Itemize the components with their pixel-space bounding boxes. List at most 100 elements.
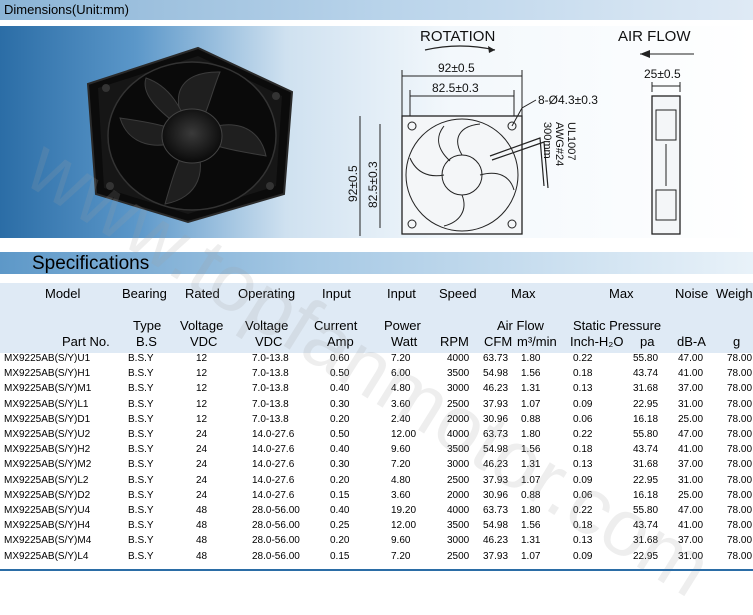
spec-cell: 55.80 [633, 429, 659, 440]
spec-cell: 37.00 [678, 535, 704, 547]
th-amp: Amp [327, 334, 354, 349]
th-max-pressure: Max [609, 286, 634, 301]
spec-cell: 78.00 [727, 550, 753, 562]
spec-cell: 63.73 [483, 429, 509, 440]
rotation-label: ROTATION [420, 28, 495, 45]
spec-table-header [0, 283, 753, 353]
spec-cell: 24 [196, 489, 208, 501]
spec-cell: 9.60 [391, 535, 411, 547]
spec-cell: 14.0-27.6 [252, 429, 295, 440]
spec-cell: 1.56 [521, 444, 541, 456]
spec-cell: 2.40 [391, 413, 411, 425]
spec-cell: 0.20 [330, 474, 350, 486]
spec-cell: 78.00 [727, 505, 753, 516]
spec-cell: 25.00 [678, 489, 704, 501]
spec-cell: 3000 [447, 459, 470, 471]
spec-cell: 37.93 [483, 474, 509, 486]
spec-cell: 55.80 [633, 353, 659, 364]
spec-cell: 46.23 [483, 459, 509, 471]
spec-cell: 28.0-56.00 [252, 505, 300, 516]
spec-cell: 0.50 [330, 429, 350, 440]
spec-cell: 3000 [447, 383, 470, 395]
spec-cell: 0.22 [573, 429, 593, 440]
spec-cell: 0.18 [573, 444, 593, 456]
spec-cell: 3.60 [391, 398, 411, 410]
cable-spec-1: UL1007 [565, 122, 577, 161]
spec-cell: 1.31 [521, 535, 541, 547]
spec-cell: 7.0-13.8 [252, 398, 289, 410]
cable-spec-2: AWG#24 [553, 122, 565, 166]
part-number-cell: MX9225AB(S/Y)U4 [4, 505, 91, 516]
fan-side-drawing: AIR FLOW 25±0.5 [618, 28, 694, 235]
spec-cell: 0.15 [330, 550, 350, 562]
spec-cell: 7.0-13.8 [252, 353, 289, 364]
th-type: Type [133, 318, 162, 333]
spec-cell: 43.74 [633, 520, 659, 532]
spec-cell: 0.09 [573, 550, 593, 562]
spec-cell: 0.18 [573, 368, 593, 380]
spec-cell: 12.00 [391, 520, 417, 532]
spec-cell: 47.00 [678, 505, 704, 516]
spec-cell: B.S.Y [128, 474, 154, 486]
spec-cell: 31.00 [678, 398, 704, 410]
spec-cell: 22.95 [633, 398, 659, 410]
fan-dimension-drawing: ROTATION 92±0.5 82.5±0.3 92±0.5 82.5±0.3… [346, 28, 598, 236]
th-vdc-op: VDC [255, 334, 283, 349]
spec-cell: 12.00 [391, 429, 417, 440]
th-bearing: Bearing [122, 286, 167, 301]
spec-cell: B.S.Y [128, 505, 154, 516]
hole-spec-label: 8-Ø4.3±0.3 [538, 93, 598, 107]
spec-cell: 7.0-13.8 [252, 383, 289, 395]
spec-cell: 28.0-56.00 [252, 550, 300, 562]
th-current: Current [314, 318, 358, 333]
th-power: Power [384, 318, 421, 333]
fan-photo [86, 46, 294, 224]
spec-cell: 25.00 [678, 413, 704, 425]
spec-cell: 78.00 [727, 474, 753, 486]
th-noise: Noise [675, 286, 709, 301]
spec-cell: 31.68 [633, 383, 659, 395]
spec-cell: 24 [196, 444, 208, 456]
spec-cell: 16.18 [633, 413, 659, 425]
spec-cell: 46.23 [483, 535, 509, 547]
th-operating: Operating [238, 286, 296, 301]
th-rpm: RPM [440, 334, 469, 349]
spec-cell: 54.98 [483, 520, 509, 532]
spec-cell: 37.00 [678, 459, 704, 471]
spec-cell: 4000 [447, 505, 470, 516]
spec-cell: 78.00 [727, 535, 753, 547]
drawing-panel: ROTATION 92±0.5 82.5±0.3 92±0.5 82.5±0.3… [0, 26, 753, 238]
spec-cell: 7.20 [391, 550, 411, 562]
spec-cell: 0.20 [330, 535, 350, 547]
part-number-cell: MX9225AB(S/Y)M4 [4, 535, 92, 547]
spec-cell: 41.00 [678, 520, 704, 532]
th-input-current: Input [322, 286, 351, 301]
spec-cell: 31.68 [633, 535, 659, 547]
spec-cell: B.S.Y [128, 489, 154, 501]
spec-cell: B.S.Y [128, 429, 154, 440]
height-outer-label: 92±0.5 [346, 165, 360, 202]
spec-cell: 30.96 [483, 489, 509, 501]
spec-cell: 4000 [447, 429, 470, 440]
spec-cell: 0.09 [573, 474, 593, 486]
spec-cell: 19.20 [391, 505, 417, 516]
spec-cell: 31.00 [678, 474, 704, 486]
spec-cell: B.S.Y [128, 459, 154, 471]
th-bs: B.S [136, 334, 157, 349]
spec-cell: 31.00 [678, 550, 704, 562]
spec-cell: 0.50 [330, 368, 350, 380]
part-number-cell: MX9225AB(S/Y)H2 [4, 444, 91, 456]
part-number-cell: MX9225AB(S/Y)H4 [4, 520, 91, 532]
spec-cell: 12 [196, 353, 208, 364]
spec-cell: 1.56 [521, 368, 541, 380]
spec-cell: 4000 [447, 353, 470, 364]
spec-cell: 0.15 [330, 489, 350, 501]
th-pa: pa [640, 334, 655, 349]
dimensions-title: Dimensions(Unit:mm) [4, 2, 129, 17]
spec-cell: 2000 [447, 413, 470, 425]
spec-cell: 22.95 [633, 474, 659, 486]
spec-cell: B.S.Y [128, 444, 154, 456]
spec-cell: 2000 [447, 489, 470, 501]
dimensions-header-band: Dimensions(Unit:mm) [0, 0, 753, 20]
th-cfm: CFM [484, 334, 513, 349]
